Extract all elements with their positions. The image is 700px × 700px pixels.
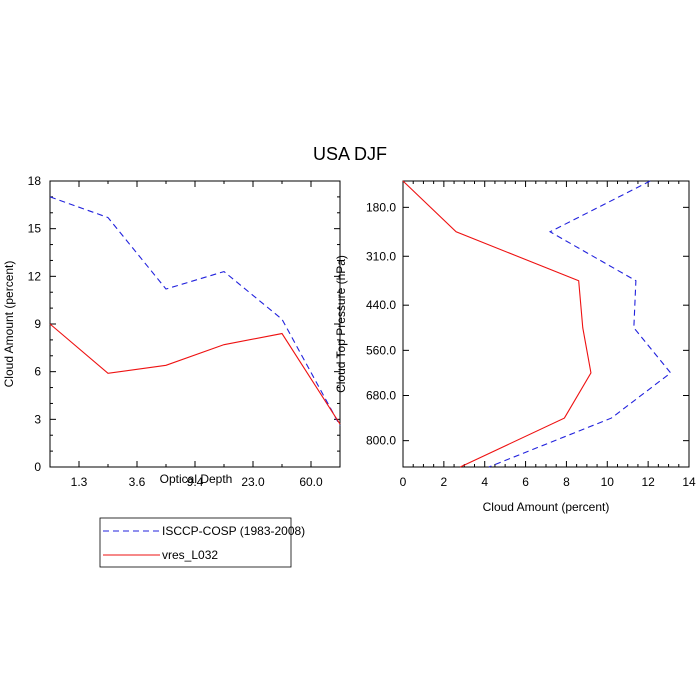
panel2-frame: [402, 180, 690, 468]
optical-depth-panel: 1.3 3.6 9.4 23.0 60.0 0 3 6 9 12 15 18 Optical Dept…: [2, 174, 341, 489]
p1-ytick-label: 18: [28, 174, 42, 188]
panel1-series: [49, 196, 341, 426]
p2-ytick-label: 560.0: [366, 343, 396, 357]
p1-ytick-label: 12: [28, 269, 42, 283]
p1-series-model-line: [49, 323, 341, 425]
p1-ytick-label: 6: [34, 365, 41, 379]
p2-series-model-line: [402, 180, 592, 468]
panel1-ticks: 1.3 3.6 9.4 23.0 60.0 0 3 6 9 12 15 18: [28, 174, 341, 489]
chart-title: USA DJF: [313, 144, 387, 164]
p2-xtick-label: 2: [441, 475, 448, 489]
p1-series-isccp-line: [49, 196, 341, 426]
p2-xtick-label: 4: [481, 475, 488, 489]
p1-xtick-label: 1.3: [71, 475, 88, 489]
panel2-y-axis-title: Cloud Top Pressure (hPa): [334, 255, 348, 393]
p2-ytick-label: 800.0: [366, 434, 396, 448]
p2-xtick-label: 12: [641, 475, 655, 489]
legend-box: [99, 517, 292, 568]
p1-ytick-label: 3: [34, 412, 41, 426]
p1-xtick-label: 60.0: [299, 475, 323, 489]
p1-xtick-label: 3.6: [129, 475, 146, 489]
legend-label-isccp: ISCCP-COSP (1983-2008): [162, 524, 305, 538]
legend-label-model: vres_L032: [162, 548, 218, 562]
p2-xtick-label: 0: [400, 475, 407, 489]
panel2-series: [402, 180, 672, 468]
p2-ytick-label: 680.0: [366, 389, 396, 403]
panel1-x-axis-title: Optical Depth: [160, 472, 233, 486]
panel2-ticks: 0 2 4 6 8 10 12 14 180.0 310.0 440.0 560.0 680.0 800.…: [366, 181, 696, 489]
p2-ytick-label: 180.0: [366, 200, 396, 214]
p2-xtick-label: 6: [522, 475, 529, 489]
panel1-y-axis-title: Cloud Amount (percent): [2, 261, 16, 388]
p1-ytick-label: 0: [34, 460, 41, 474]
p2-ytick-label: 310.0: [366, 249, 396, 263]
p2-xtick-label: 14: [682, 475, 696, 489]
p2-ytick-label: 440.0: [366, 298, 396, 312]
legend: ISCCP-COSP (1983-2008) vres_L032: [99, 517, 305, 568]
p2-xtick-label: 8: [563, 475, 570, 489]
p1-ytick-label: 9: [34, 317, 41, 331]
panel1-frame: [49, 180, 341, 468]
panel2-x-axis-title: Cloud Amount (percent): [483, 500, 610, 514]
cloud-top-pressure-panel: 0 2 4 6 8 10 12 14 180.0 310.0 440.0 560.0 680.0 800.…: [334, 180, 696, 514]
p1-ytick-label: 15: [28, 222, 42, 236]
p1-xtick-label: 23.0: [241, 475, 265, 489]
p1-xtick-label: 9.4: [187, 475, 204, 489]
p2-xtick-label: 10: [601, 475, 615, 489]
p2-series-isccp-line: [488, 180, 672, 468]
